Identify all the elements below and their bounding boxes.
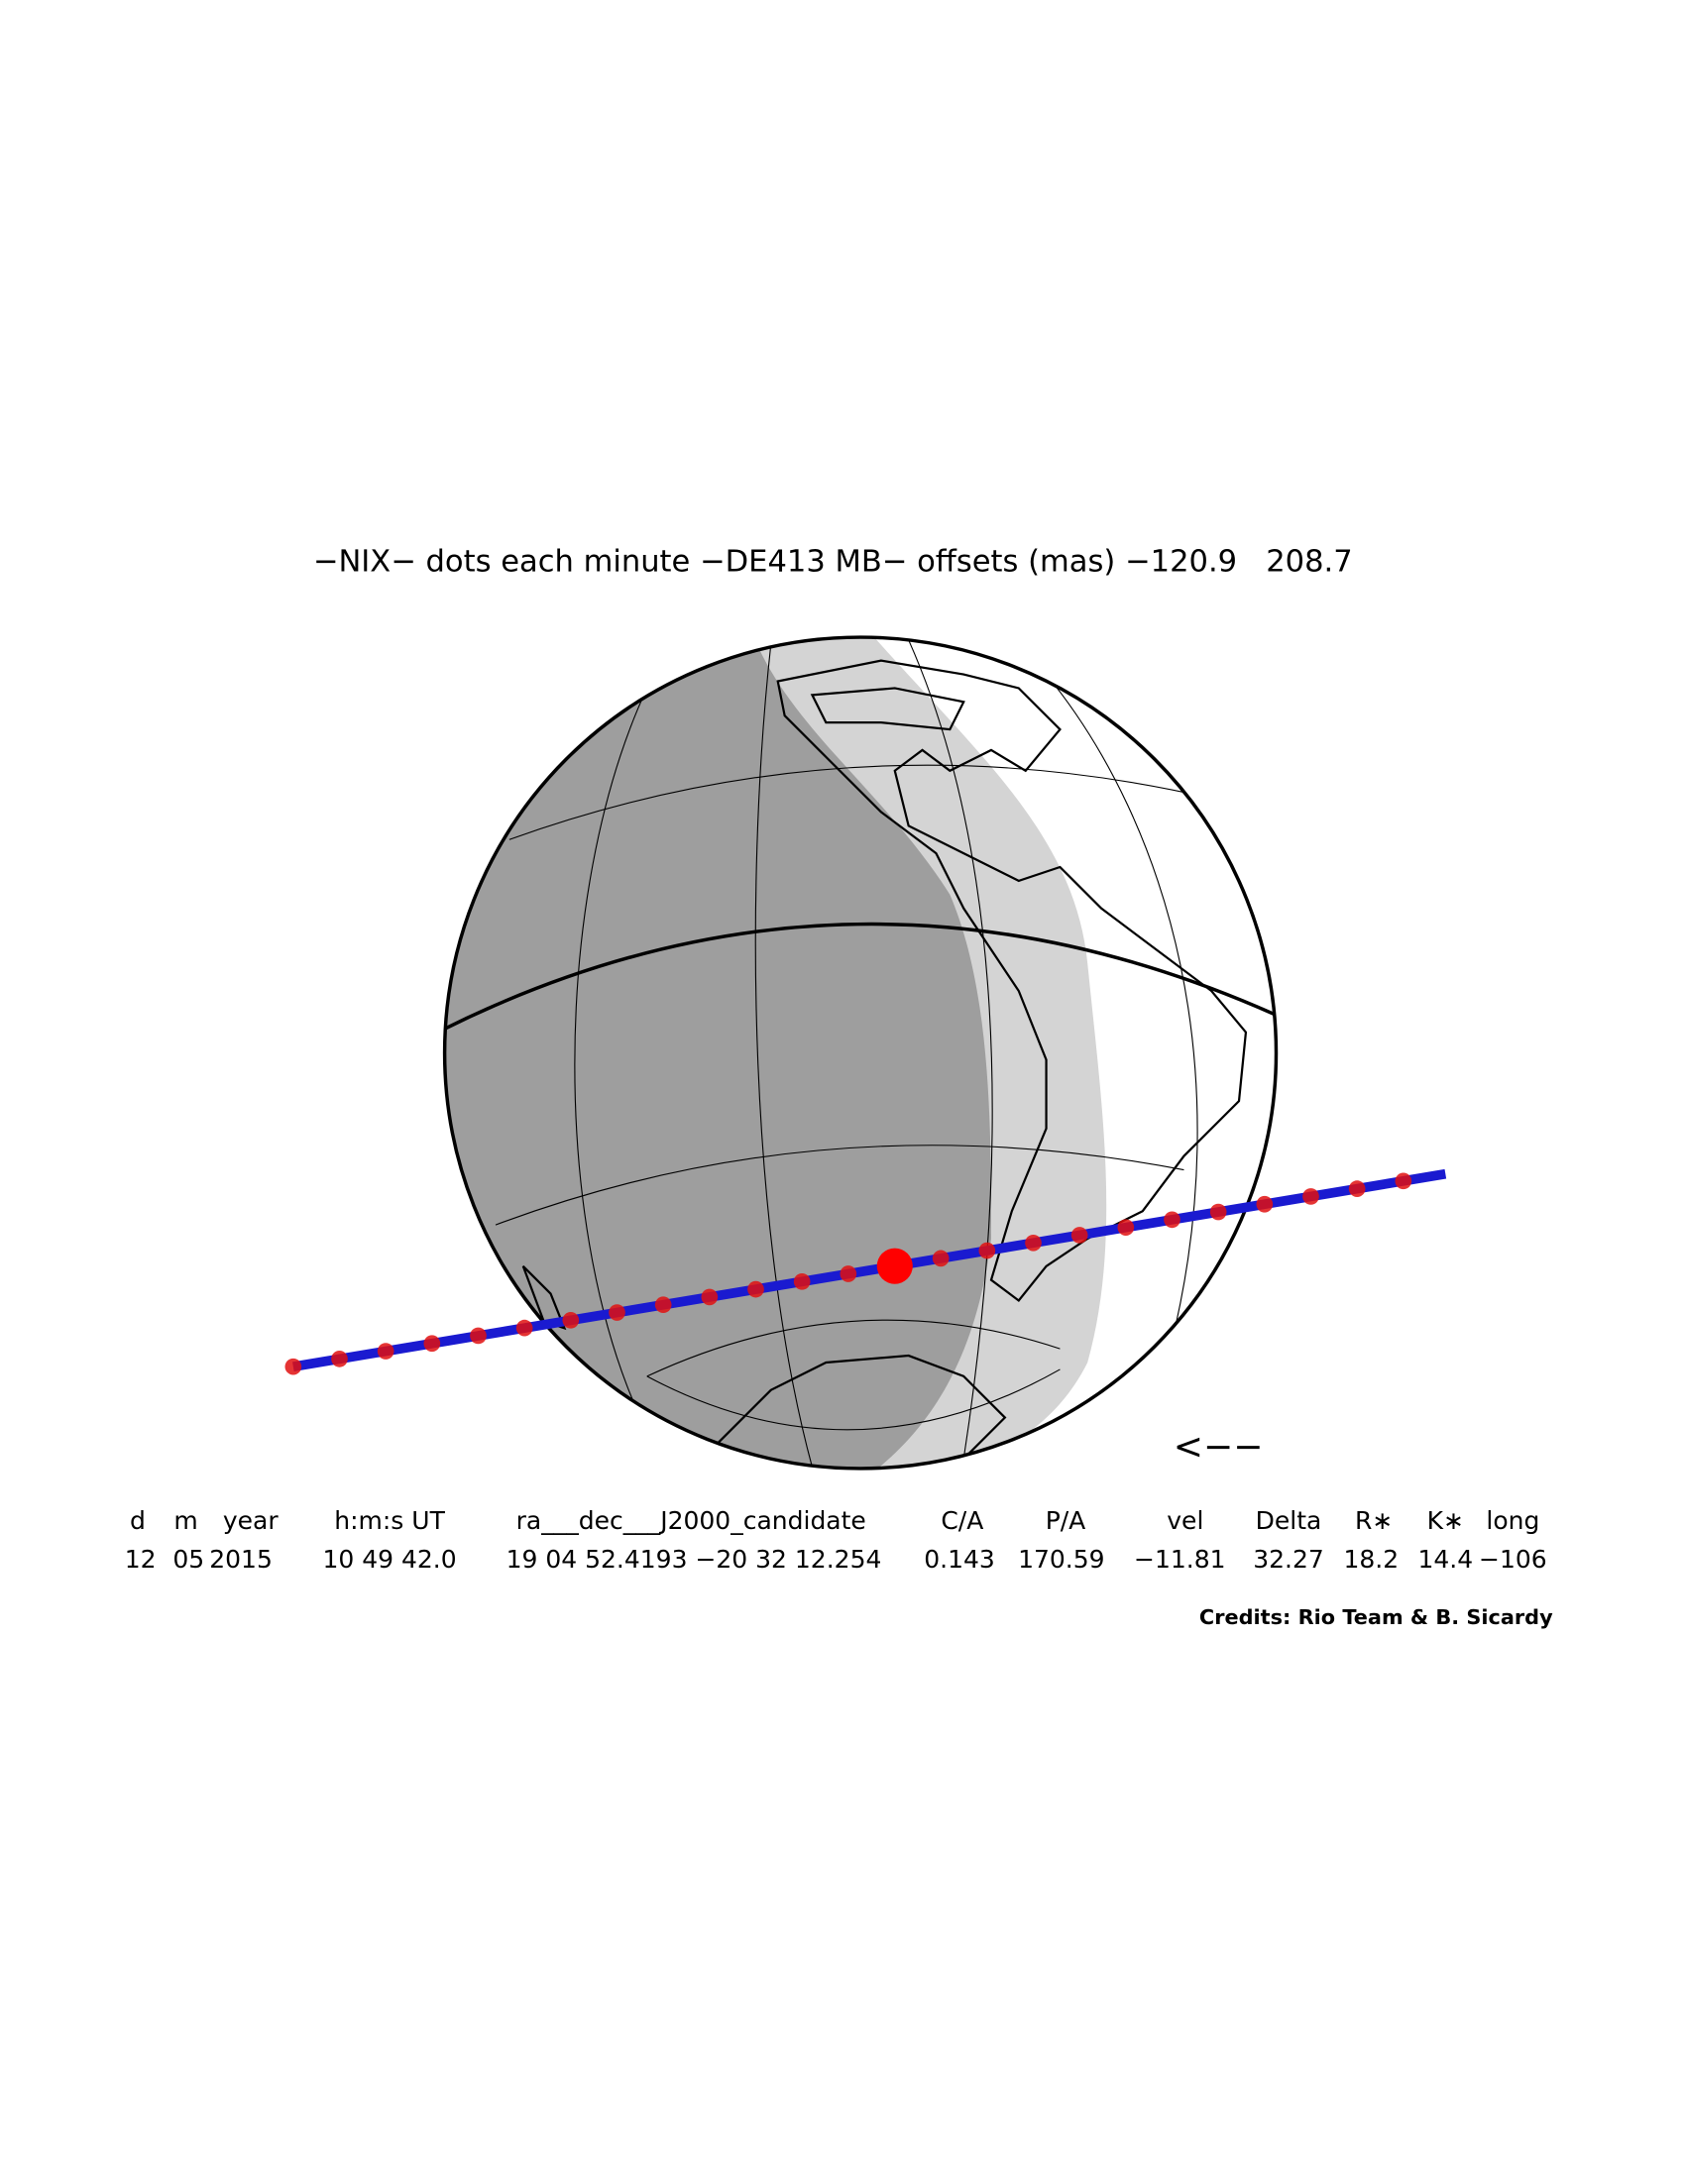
- cell: 05: [172, 1545, 204, 1574]
- minute-dot: [654, 1296, 672, 1314]
- minute-dot: [331, 1351, 348, 1367]
- minute-dot: [840, 1265, 857, 1282]
- minute-dot: [1209, 1203, 1227, 1221]
- column-header: P/A: [1046, 1506, 1086, 1535]
- column-header: vel: [1167, 1506, 1203, 1535]
- credits: Credits: Rio Team & B. Sicardy: [1199, 1605, 1553, 1629]
- column-header: long: [1486, 1506, 1539, 1535]
- cell: 12: [125, 1545, 157, 1574]
- graticule: [495, 639, 1212, 1468]
- minute-dot: [701, 1288, 719, 1306]
- cell: −11.81: [1134, 1545, 1226, 1574]
- shadow-track: [284, 1168, 1447, 1375]
- column-header: m: [173, 1506, 197, 1535]
- column-header: C/A: [941, 1506, 983, 1535]
- minute-dot: [377, 1343, 394, 1360]
- minute-dot: [1348, 1180, 1366, 1197]
- direction-arrow: <−−: [1174, 1425, 1264, 1468]
- cell: 0.143: [924, 1545, 995, 1574]
- minute-dot: [470, 1327, 487, 1345]
- column-header: d: [130, 1506, 146, 1535]
- minute-dot: [423, 1335, 441, 1353]
- coastlines: [521, 659, 1248, 1469]
- minute-dot: [747, 1280, 764, 1298]
- column-header: K∗: [1427, 1506, 1464, 1535]
- column-header: h:m:s UT: [334, 1506, 445, 1535]
- minute-dot: [562, 1311, 580, 1329]
- cell: 19 04 52.4193 −20 32 12.254: [506, 1545, 882, 1574]
- cell: 10 49 42.0: [322, 1545, 456, 1574]
- minute-dot: [1164, 1211, 1180, 1229]
- cell: 170.59: [1018, 1545, 1104, 1574]
- minute-dot: [978, 1242, 996, 1259]
- event-table: d m year h:m:s UT ra___dec___J2000_candidate…: [125, 1506, 1547, 1574]
- minute-dot: [1025, 1234, 1042, 1252]
- minute-dot: [1395, 1172, 1412, 1190]
- minute-dot: [932, 1250, 950, 1267]
- cell: 32.27: [1253, 1545, 1324, 1574]
- map-title: −NIX− dots each minute −DE413 MB− offset…: [313, 544, 1353, 579]
- minute-dot: [609, 1304, 625, 1321]
- minute-dot: [793, 1272, 811, 1290]
- column-header: R∗: [1355, 1506, 1393, 1535]
- minute-dot: [1117, 1219, 1135, 1236]
- minute-dot: [515, 1319, 533, 1337]
- column-header: ra___dec___J2000_candidate: [516, 1506, 866, 1535]
- minute-dot: [1070, 1227, 1088, 1244]
- globe: [442, 635, 1279, 1471]
- equator: [444, 922, 1277, 1032]
- column-header: Delta: [1256, 1506, 1322, 1535]
- minute-dot: [1302, 1188, 1319, 1205]
- cell: 2015: [209, 1545, 273, 1574]
- globe-limb: [442, 635, 1279, 1471]
- cell: 18.2: [1343, 1545, 1399, 1574]
- cell: −106: [1479, 1545, 1547, 1574]
- column-header: year: [223, 1506, 279, 1535]
- minute-dot: [284, 1358, 302, 1375]
- central-instant-dot: [876, 1248, 913, 1284]
- cell: 14.4: [1417, 1545, 1473, 1574]
- minute-dot: [1256, 1195, 1274, 1213]
